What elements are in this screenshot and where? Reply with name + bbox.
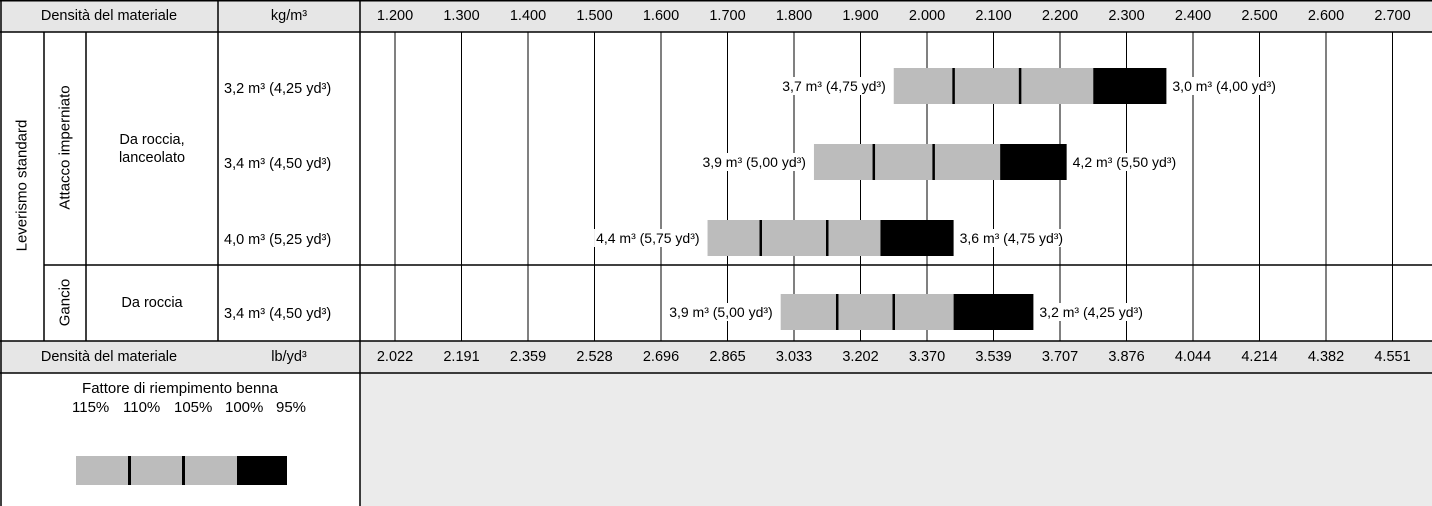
x-top-tick-label: 2.500 xyxy=(1241,8,1278,24)
label-background xyxy=(594,229,702,247)
x-top-tick-label: 2.100 xyxy=(975,8,1012,24)
bar-segment-fill xyxy=(893,68,1094,104)
label-background xyxy=(667,303,775,321)
bar-label-95: 3,2 m³ (4,25 yd³) xyxy=(1039,304,1142,320)
legend-percent: 115% xyxy=(72,399,110,416)
legend-bar-fill xyxy=(76,456,237,485)
x-bottom-tick-label: 3.202 xyxy=(842,349,879,365)
x-bottom-tick-label: 3.539 xyxy=(975,349,1012,365)
x-top-tick-label: 2.200 xyxy=(1041,8,1079,24)
x-top-tick-label: 1.300 xyxy=(443,8,480,24)
bar-label-115: 3,9 m³ (5,00 yd³) xyxy=(702,154,805,170)
legend-bar-dark xyxy=(237,456,287,485)
x-bottom-tick-label: 3.033 xyxy=(775,349,813,365)
x-bottom-tick-label: 2.865 xyxy=(709,349,746,365)
x-bottom-tick-label: 2.022 xyxy=(376,349,414,365)
header-top-row xyxy=(0,0,1432,32)
bar-label-115: 3,9 m³ (5,00 yd³) xyxy=(669,304,772,320)
legend-divider-2 xyxy=(182,456,185,485)
header-top-unit: kg/m³ xyxy=(270,8,308,24)
x-top-tick-label: 2.600 xyxy=(1307,8,1345,24)
x-bottom-tick-label: 2.359 xyxy=(509,349,547,365)
header-top-label: Densità del materiale xyxy=(40,8,178,24)
header-bottom-row xyxy=(0,341,1432,373)
x-bottom-tick-label: 2.528 xyxy=(576,349,613,365)
capacity-row-3: 4,0 m³ (5,25 yd³) xyxy=(224,232,332,248)
x-axis-top-ticks: 1.200 1.300 1.400 1.500 1.600 1.700 1.800 1.900… xyxy=(0,0,1432,32)
bar-segment-95 xyxy=(1000,144,1067,180)
bar-segment-fill xyxy=(707,220,881,256)
x-top-tick-label: 1.500 xyxy=(576,8,613,24)
bucket-type-rock-spade: Da roccia, lanceolato xyxy=(118,131,186,166)
x-bottom-tick-label: 3.876 xyxy=(1108,349,1145,365)
bar-segment-fill xyxy=(813,144,1001,180)
x-top-tick-label: 1.600 xyxy=(642,8,680,24)
label-background xyxy=(780,77,888,95)
x-top-tick-label: 2.300 xyxy=(1108,8,1145,24)
label-background xyxy=(957,229,1066,247)
bar-label-95: 3,6 m³ (4,75 yd³) xyxy=(960,230,1063,246)
capacity-row-2: 3,4 m³ (4,50 yd³) xyxy=(224,156,332,172)
x-bottom-tick-label: 4.214 xyxy=(1241,349,1278,365)
bar-label-95: 3,0 m³ (4,00 yd³) xyxy=(1172,78,1275,94)
bar-segment-fill xyxy=(780,294,954,330)
header-bottom-label: Densità del materiale xyxy=(40,349,178,365)
capacity-row-1: 3,2 m³ (4,25 yd³) xyxy=(224,81,332,97)
bar-segment-95 xyxy=(1093,68,1167,104)
x-top-tick-label: 1.200 xyxy=(376,8,414,24)
x-top-tick-label: 1.400 xyxy=(509,8,547,24)
x-top-tick-label: 1.800 xyxy=(775,8,813,24)
legend-percent: 100% xyxy=(225,399,264,416)
x-bottom-tick-label: 4.551 xyxy=(1374,349,1411,365)
x-top-tick-label: 2.000 xyxy=(908,8,946,24)
legend-percent: 110% xyxy=(123,399,161,416)
bar-label-115: 3,7 m³ (4,75 yd³) xyxy=(782,78,885,94)
x-axis-bottom-ticks: 2.022 2.191 2.359 2.528 2.696 2.865 3.033 3.202… xyxy=(0,341,1432,373)
label-background xyxy=(1170,77,1278,95)
x-bottom-tick-label: 3.707 xyxy=(1041,349,1079,365)
legend: Fattore di riempimento benna 115% 110% 105… xyxy=(0,373,360,506)
legend-divider-1 xyxy=(128,456,131,485)
x-top-tick-label: 1.900 xyxy=(842,8,879,24)
x-bottom-tick-label: 2.191 xyxy=(443,349,480,365)
x-bottom-tick-label: 4.044 xyxy=(1174,349,1212,365)
x-top-tick-label: 2.700 xyxy=(1374,8,1411,24)
x-top-tick-label: 1.700 xyxy=(709,8,746,24)
label-background xyxy=(1037,303,1145,321)
empty-panel xyxy=(360,373,1432,506)
bar-label-95: 4,2 m³ (5,50 yd³) xyxy=(1073,154,1176,170)
bar-segment-95 xyxy=(880,220,954,256)
x-bottom-tick-label: 3.370 xyxy=(908,349,946,365)
legend-percent: 105% xyxy=(174,399,213,416)
legend-title: Fattore di riempimento benna xyxy=(82,380,278,397)
x-top-tick-label: 2.400 xyxy=(1174,8,1212,24)
bucket-type-rock: Da roccia xyxy=(121,295,183,311)
bar-label-115: 4,4 m³ (5,75 yd³) xyxy=(596,230,699,246)
label-background xyxy=(1070,153,1179,171)
x-bottom-tick-label: 2.696 xyxy=(642,349,680,365)
label-background xyxy=(700,153,808,171)
capacity-row-4: 3,4 m³ (4,50 yd³) xyxy=(224,306,332,322)
header-bottom-unit: lb/yd³ xyxy=(271,349,307,365)
bar-segment-95 xyxy=(953,294,1034,330)
x-bottom-tick-label: 4.382 xyxy=(1307,349,1345,365)
legend-percent: 95% xyxy=(276,399,307,416)
